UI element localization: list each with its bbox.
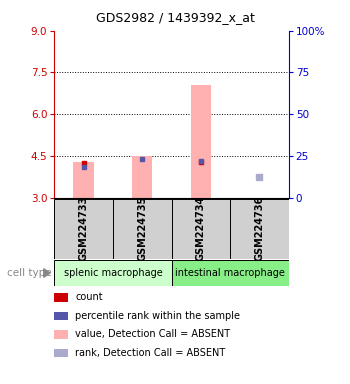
Text: GSM224734: GSM224734 [196, 196, 206, 262]
Text: GSM224736: GSM224736 [254, 196, 265, 262]
Bar [172, 260, 289, 286]
Bar [54, 260, 172, 286]
Text: GDS2982 / 1439392_x_at: GDS2982 / 1439392_x_at [96, 11, 254, 24]
Bar [132, 156, 153, 198]
Text: cell type: cell type [7, 268, 52, 278]
Text: splenic macrophage: splenic macrophage [63, 268, 162, 278]
Text: GSM224733: GSM224733 [78, 196, 89, 262]
Text: percentile rank within the sample: percentile rank within the sample [75, 311, 240, 321]
Text: GSM224735: GSM224735 [137, 196, 147, 262]
Text: count: count [75, 292, 103, 302]
Bar [230, 199, 289, 259]
Bar [54, 199, 113, 259]
FancyArrow shape [44, 269, 50, 277]
Text: rank, Detection Call = ABSENT: rank, Detection Call = ABSENT [75, 348, 225, 358]
Text: value, Detection Call = ABSENT: value, Detection Call = ABSENT [75, 329, 230, 339]
Bar [190, 85, 211, 198]
Text: intestinal macrophage: intestinal macrophage [175, 268, 285, 278]
Bar [73, 162, 94, 198]
Bar [113, 199, 172, 259]
Bar [172, 199, 230, 259]
